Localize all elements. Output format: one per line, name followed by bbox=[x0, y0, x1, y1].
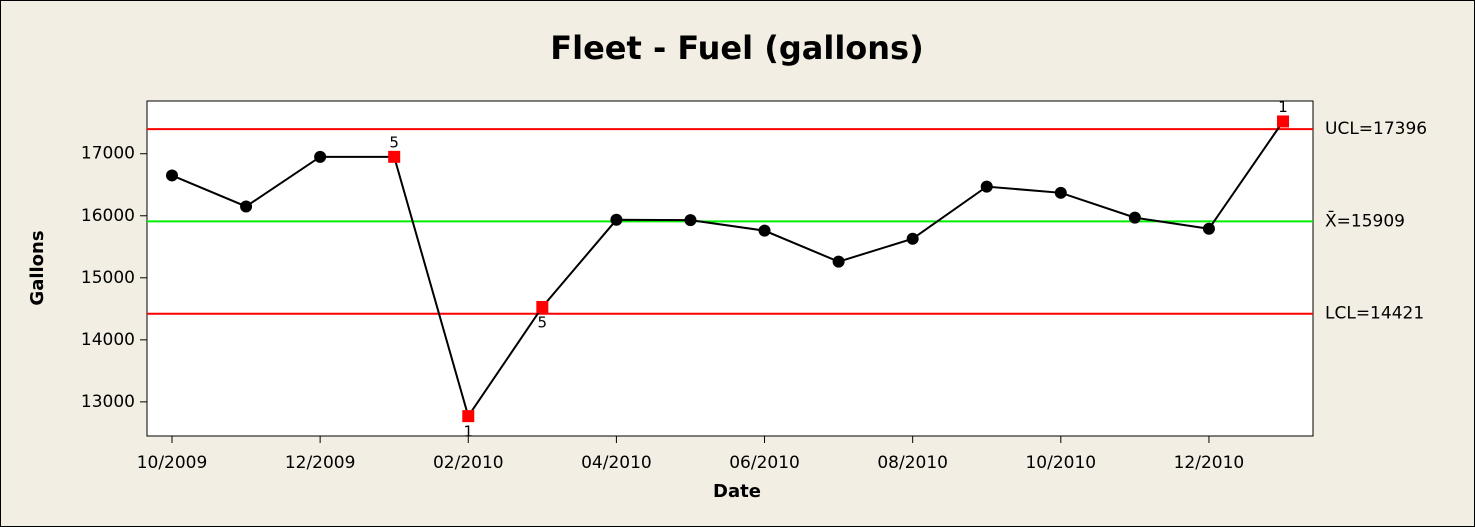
data-point bbox=[610, 213, 623, 226]
x-tick-label: 06/2010 bbox=[729, 453, 800, 473]
data-point bbox=[1128, 211, 1141, 224]
data-point bbox=[906, 232, 919, 245]
control-limit-label: X̄=15909 bbox=[1325, 209, 1405, 231]
data-point bbox=[980, 180, 993, 193]
x-tick-label: 08/2010 bbox=[877, 453, 948, 473]
control-limit-label: LCL=14421 bbox=[1325, 304, 1424, 324]
y-axis-label: Gallons bbox=[27, 230, 48, 305]
y-tick-label: 13000 bbox=[81, 392, 135, 412]
flagged-point bbox=[462, 410, 475, 423]
data-point bbox=[832, 255, 845, 268]
data-point bbox=[1202, 222, 1215, 235]
x-tick-label: 10/2009 bbox=[137, 453, 208, 473]
x-tick-label: 12/2009 bbox=[285, 453, 356, 473]
x-tick-label: 04/2010 bbox=[581, 453, 652, 473]
chart-title: Fleet - Fuel (gallons) bbox=[550, 29, 923, 67]
data-point bbox=[240, 200, 253, 213]
data-point bbox=[684, 214, 697, 227]
flagged-point bbox=[536, 300, 549, 313]
data-point bbox=[1054, 186, 1067, 199]
flag-label: 1 bbox=[1278, 98, 1288, 116]
data-line bbox=[171, 120, 1284, 419]
control-limit-label: UCL=17396 bbox=[1325, 119, 1427, 139]
x-axis-label: Date bbox=[713, 481, 761, 502]
data-point bbox=[314, 150, 327, 163]
x-tick-label: 10/2010 bbox=[1025, 453, 1096, 473]
flagged-point bbox=[388, 150, 401, 163]
flag-label: 5 bbox=[389, 133, 399, 151]
y-tick-label: 16000 bbox=[81, 206, 135, 226]
x-tick-label: 12/2010 bbox=[1174, 453, 1245, 473]
y-tick-label: 15000 bbox=[81, 268, 135, 288]
flag-label: 1 bbox=[463, 423, 473, 441]
y-tick-label: 17000 bbox=[81, 144, 135, 164]
x-tick-label: 02/2010 bbox=[433, 453, 504, 473]
data-point bbox=[166, 169, 178, 182]
data-point bbox=[758, 224, 771, 237]
y-tick-label: 14000 bbox=[81, 330, 135, 350]
flag-label: 5 bbox=[538, 313, 548, 331]
flagged-point bbox=[1277, 115, 1289, 128]
